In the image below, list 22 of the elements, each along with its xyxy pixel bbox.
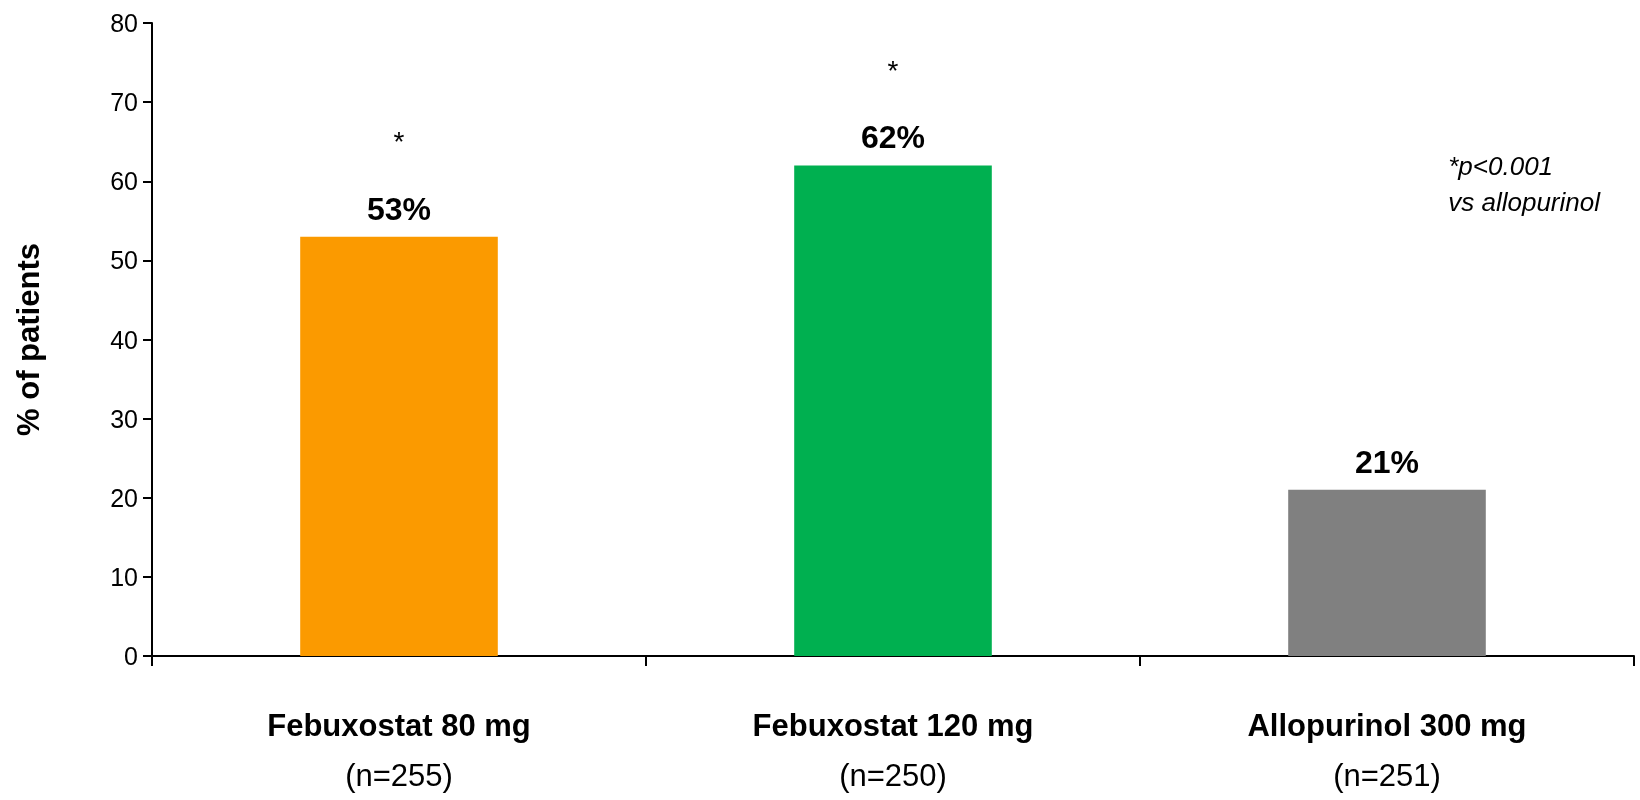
bar [1288, 489, 1486, 656]
bar [300, 236, 498, 656]
annotation: *p<0.001 vs allopurinol [1448, 151, 1602, 217]
data-label: 53% [366, 190, 432, 227]
data-label: 62% [860, 119, 926, 156]
y-tick-label: 60 [110, 167, 138, 196]
y-tick-label: 50 [110, 246, 138, 275]
x-tick-label: Febuxostat 80 mg (n=255) [267, 707, 531, 793]
x-tick-label: Febuxostat 120 mg (n=250) [752, 707, 1034, 793]
bar [794, 165, 992, 656]
y-tick-label: 30 [110, 404, 138, 433]
annotation: * [393, 126, 405, 158]
x-tick-label: Allopurinol 300 mg (n=251) [1247, 707, 1527, 793]
y-tick-label: 40 [110, 325, 138, 354]
y-tick-label: 0 [124, 642, 138, 670]
annotation: * [887, 54, 899, 86]
y-tick-label: 70 [110, 88, 138, 117]
y-tick-label: 80 [110, 9, 138, 37]
data-label: 21% [1354, 443, 1420, 480]
y-tick-label: 10 [110, 562, 138, 591]
y-tick-label: 20 [110, 483, 138, 512]
y-axis-title: % of patients [11, 243, 46, 436]
